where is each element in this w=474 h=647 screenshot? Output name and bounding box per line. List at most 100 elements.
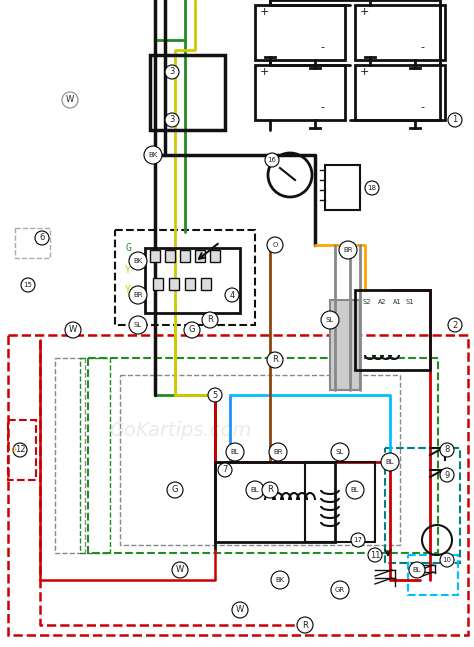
Text: W: W xyxy=(236,606,244,615)
Circle shape xyxy=(208,388,222,402)
Circle shape xyxy=(232,602,248,618)
Circle shape xyxy=(13,443,27,457)
Text: -: - xyxy=(320,102,324,112)
Text: 6: 6 xyxy=(39,234,45,243)
Circle shape xyxy=(346,481,364,499)
Text: BL: BL xyxy=(413,567,421,573)
Circle shape xyxy=(269,443,287,461)
Circle shape xyxy=(184,322,200,338)
Text: 11: 11 xyxy=(370,551,380,560)
Circle shape xyxy=(165,65,179,79)
Circle shape xyxy=(62,92,78,108)
Circle shape xyxy=(271,571,289,589)
Bar xyxy=(150,55,225,130)
Circle shape xyxy=(321,311,339,329)
Circle shape xyxy=(262,482,278,498)
Bar xyxy=(330,300,360,390)
Text: 3: 3 xyxy=(169,67,175,76)
Bar xyxy=(255,65,345,120)
Circle shape xyxy=(218,463,232,477)
Bar xyxy=(255,5,345,60)
Bar xyxy=(180,250,190,262)
Text: BK: BK xyxy=(133,258,143,264)
Text: 12: 12 xyxy=(15,446,25,454)
Text: 1: 1 xyxy=(452,116,457,124)
Text: O: O xyxy=(272,242,278,248)
Circle shape xyxy=(226,443,244,461)
Text: SL: SL xyxy=(326,317,334,323)
Bar xyxy=(115,230,255,325)
Text: R: R xyxy=(267,485,273,494)
Circle shape xyxy=(365,181,379,195)
Text: SL: SL xyxy=(336,449,344,455)
Text: 15: 15 xyxy=(24,282,32,288)
Bar xyxy=(355,65,445,120)
Bar xyxy=(150,250,160,262)
Text: +: + xyxy=(360,67,369,77)
Text: W: W xyxy=(176,565,184,575)
Text: SL: SL xyxy=(134,322,142,328)
Text: 3: 3 xyxy=(169,116,175,124)
Bar xyxy=(145,248,240,313)
Circle shape xyxy=(167,482,183,498)
Circle shape xyxy=(267,237,283,253)
Circle shape xyxy=(351,533,365,547)
Bar xyxy=(169,278,179,290)
Text: G: G xyxy=(125,243,131,253)
Text: -: - xyxy=(420,102,424,112)
Text: 2: 2 xyxy=(452,320,457,329)
Circle shape xyxy=(440,468,454,482)
Text: -: - xyxy=(420,42,424,52)
Text: BR: BR xyxy=(273,449,283,455)
Bar xyxy=(185,278,195,290)
Text: BR: BR xyxy=(133,292,143,298)
Circle shape xyxy=(172,562,188,578)
Text: BR: BR xyxy=(343,247,353,253)
Text: +: + xyxy=(260,7,269,17)
Text: A2: A2 xyxy=(378,299,386,305)
Text: Y: Y xyxy=(125,285,131,295)
Text: G: G xyxy=(172,485,178,494)
Circle shape xyxy=(440,553,454,567)
Text: BK: BK xyxy=(148,152,158,158)
Text: A1: A1 xyxy=(393,299,401,305)
Circle shape xyxy=(246,481,264,499)
Text: GoKartips.com: GoKartips.com xyxy=(109,421,251,439)
Circle shape xyxy=(165,113,179,127)
Circle shape xyxy=(129,316,147,334)
Text: 5: 5 xyxy=(212,391,218,399)
Text: BL: BL xyxy=(251,487,259,493)
Circle shape xyxy=(409,562,425,578)
Text: S2: S2 xyxy=(363,299,371,305)
Circle shape xyxy=(267,352,283,368)
Circle shape xyxy=(225,288,239,302)
Text: 9: 9 xyxy=(444,470,450,479)
Bar xyxy=(215,462,335,542)
Text: R: R xyxy=(302,620,308,630)
Text: GR: GR xyxy=(335,587,345,593)
Text: O: O xyxy=(12,447,16,453)
Text: 8: 8 xyxy=(444,446,450,454)
Circle shape xyxy=(21,278,35,292)
Circle shape xyxy=(339,241,357,259)
Text: Y: Y xyxy=(125,265,131,275)
Text: 17: 17 xyxy=(354,537,363,543)
Text: BL: BL xyxy=(231,449,239,455)
Circle shape xyxy=(368,548,382,562)
Circle shape xyxy=(331,443,349,461)
Bar xyxy=(165,250,175,262)
Circle shape xyxy=(65,322,81,338)
Text: -: - xyxy=(320,42,324,52)
Text: R: R xyxy=(207,316,213,325)
Circle shape xyxy=(331,581,349,599)
Text: BL: BL xyxy=(351,487,359,493)
Text: W: W xyxy=(69,325,77,334)
Bar xyxy=(355,290,430,370)
Bar xyxy=(325,165,360,210)
Text: +: + xyxy=(260,67,269,77)
Text: 4: 4 xyxy=(229,291,235,300)
Circle shape xyxy=(144,146,162,164)
Bar xyxy=(210,250,220,262)
Circle shape xyxy=(202,312,218,328)
Bar xyxy=(305,462,375,542)
